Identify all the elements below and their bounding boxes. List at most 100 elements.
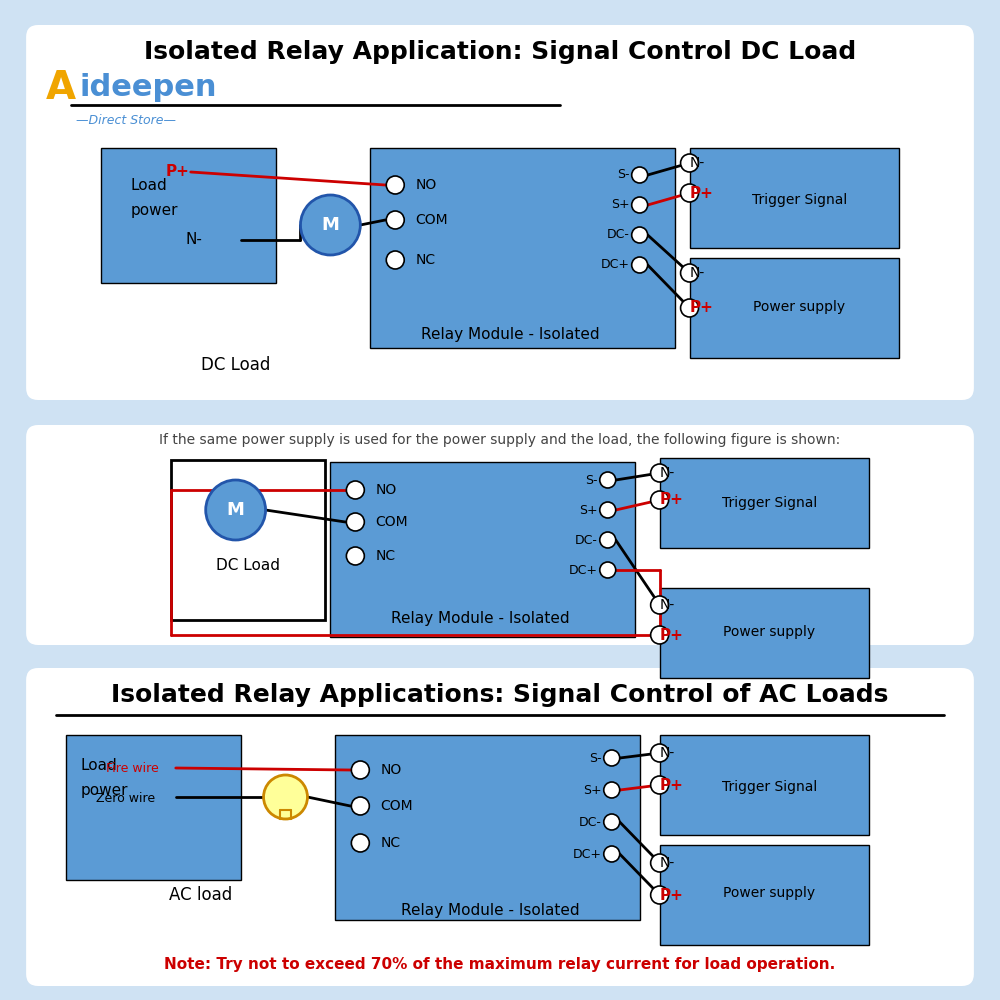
Text: Relay Module - Isolated: Relay Module - Isolated xyxy=(401,902,579,918)
Text: P+: P+ xyxy=(660,492,683,508)
FancyBboxPatch shape xyxy=(660,735,869,835)
Text: S+: S+ xyxy=(579,504,598,516)
FancyBboxPatch shape xyxy=(690,258,899,358)
Text: Load: Load xyxy=(81,758,118,772)
Text: N-: N- xyxy=(660,466,675,480)
Text: N-: N- xyxy=(186,232,203,247)
Text: Power supply: Power supply xyxy=(753,300,845,314)
Text: N-: N- xyxy=(690,266,705,280)
Circle shape xyxy=(600,502,616,518)
Circle shape xyxy=(386,251,404,269)
Circle shape xyxy=(351,834,369,852)
FancyBboxPatch shape xyxy=(16,658,984,988)
Circle shape xyxy=(651,744,669,762)
Text: power: power xyxy=(81,782,128,798)
Text: NC: NC xyxy=(380,836,400,850)
Text: NO: NO xyxy=(380,763,402,777)
Text: P+: P+ xyxy=(166,164,190,180)
Circle shape xyxy=(346,547,364,565)
Text: A: A xyxy=(46,69,76,107)
Text: ideepen: ideepen xyxy=(79,74,217,103)
Text: NC: NC xyxy=(375,549,395,563)
Circle shape xyxy=(681,154,699,172)
Text: DC Load: DC Load xyxy=(201,356,270,374)
Circle shape xyxy=(351,797,369,815)
Circle shape xyxy=(604,846,620,862)
Circle shape xyxy=(632,257,648,273)
Text: S-: S- xyxy=(585,474,598,487)
Circle shape xyxy=(651,886,669,904)
Text: Note: Try not to exceed 70% of the maximum relay current for load operation.: Note: Try not to exceed 70% of the maxim… xyxy=(164,958,836,972)
Circle shape xyxy=(681,299,699,317)
Text: DC Load: DC Load xyxy=(216,558,280,572)
FancyBboxPatch shape xyxy=(370,148,675,348)
Text: DC-: DC- xyxy=(607,229,630,241)
Text: COM: COM xyxy=(380,799,413,813)
Text: S-: S- xyxy=(589,752,602,764)
Circle shape xyxy=(604,814,620,830)
Circle shape xyxy=(632,197,648,213)
Circle shape xyxy=(651,776,669,794)
Text: M: M xyxy=(321,216,339,234)
FancyBboxPatch shape xyxy=(660,458,869,548)
Text: P+: P+ xyxy=(660,778,683,792)
Text: P+: P+ xyxy=(690,300,713,316)
FancyBboxPatch shape xyxy=(660,845,869,945)
Text: power: power xyxy=(131,202,178,218)
Text: S+: S+ xyxy=(583,784,602,796)
Text: Fire wire: Fire wire xyxy=(106,762,159,774)
Text: DC+: DC+ xyxy=(573,848,602,860)
Text: P+: P+ xyxy=(660,888,683,902)
Text: DC+: DC+ xyxy=(569,564,598,576)
Text: AC load: AC load xyxy=(169,886,232,904)
FancyBboxPatch shape xyxy=(26,425,974,645)
FancyBboxPatch shape xyxy=(335,735,640,920)
Text: Trigger Signal: Trigger Signal xyxy=(752,193,847,207)
Circle shape xyxy=(386,211,404,229)
Circle shape xyxy=(604,750,620,766)
Text: P+: P+ xyxy=(690,186,713,200)
Text: Isolated Relay Applications: Signal Control of AC Loads: Isolated Relay Applications: Signal Cont… xyxy=(111,683,889,707)
Text: S+: S+ xyxy=(611,198,630,212)
Text: COM: COM xyxy=(375,515,408,529)
Text: Power supply: Power supply xyxy=(723,886,815,900)
Circle shape xyxy=(681,184,699,202)
Circle shape xyxy=(600,562,616,578)
Circle shape xyxy=(600,472,616,488)
Circle shape xyxy=(651,626,669,644)
Circle shape xyxy=(600,532,616,548)
FancyBboxPatch shape xyxy=(660,588,869,678)
Circle shape xyxy=(346,481,364,499)
Text: M: M xyxy=(227,501,245,519)
Text: NO: NO xyxy=(375,483,397,497)
Text: N-: N- xyxy=(660,856,675,870)
Circle shape xyxy=(681,264,699,282)
Circle shape xyxy=(604,782,620,798)
FancyBboxPatch shape xyxy=(16,415,984,655)
FancyBboxPatch shape xyxy=(101,148,276,283)
Text: Isolated Relay Application: Signal Control DC Load: Isolated Relay Application: Signal Contr… xyxy=(144,40,856,64)
Text: Relay Module - Isolated: Relay Module - Isolated xyxy=(391,610,569,626)
Circle shape xyxy=(206,480,266,540)
Text: If the same power supply is used for the power supply and the load, the followin: If the same power supply is used for the… xyxy=(159,433,841,447)
Circle shape xyxy=(651,596,669,614)
Circle shape xyxy=(351,761,369,779)
FancyBboxPatch shape xyxy=(690,148,899,248)
Circle shape xyxy=(300,195,360,255)
Circle shape xyxy=(632,227,648,243)
Text: S-: S- xyxy=(617,168,630,182)
Text: N-: N- xyxy=(660,598,675,612)
Circle shape xyxy=(651,491,669,509)
FancyBboxPatch shape xyxy=(26,668,974,986)
Circle shape xyxy=(386,176,404,194)
Text: P+: P+ xyxy=(660,628,683,643)
Text: Trigger Signal: Trigger Signal xyxy=(722,780,817,794)
Text: Load: Load xyxy=(131,178,168,192)
Text: Power supply: Power supply xyxy=(723,625,815,639)
Circle shape xyxy=(651,464,669,482)
Text: N-: N- xyxy=(660,746,675,760)
Circle shape xyxy=(264,775,307,819)
FancyBboxPatch shape xyxy=(66,735,241,880)
Text: Trigger Signal: Trigger Signal xyxy=(722,496,817,510)
FancyBboxPatch shape xyxy=(26,25,974,400)
